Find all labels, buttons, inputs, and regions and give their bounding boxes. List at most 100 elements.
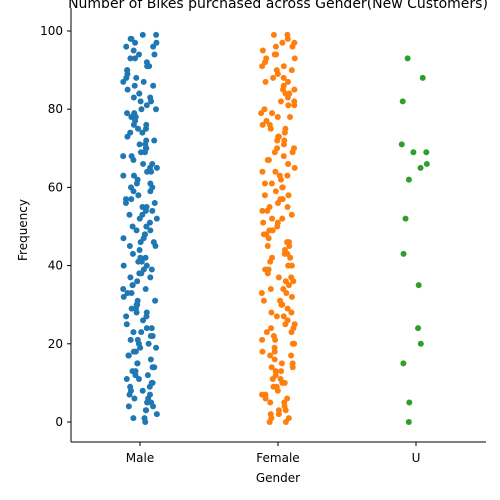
point-female bbox=[266, 121, 273, 128]
point-male bbox=[123, 321, 130, 328]
point-male bbox=[147, 356, 154, 363]
point-female bbox=[268, 180, 275, 187]
point-male bbox=[143, 262, 150, 269]
point-male bbox=[132, 368, 139, 375]
point-female bbox=[262, 391, 269, 398]
point-male bbox=[128, 196, 135, 203]
point-female bbox=[269, 110, 276, 117]
point-u bbox=[415, 282, 422, 289]
point-female bbox=[259, 121, 266, 128]
point-male bbox=[141, 415, 148, 422]
point-male bbox=[128, 305, 135, 312]
point-male bbox=[148, 266, 155, 273]
point-female bbox=[260, 219, 267, 226]
point-male bbox=[131, 110, 138, 117]
point-female bbox=[259, 207, 266, 214]
point-female bbox=[270, 31, 277, 38]
point-male bbox=[139, 387, 146, 394]
point-male bbox=[150, 82, 157, 89]
point-male bbox=[127, 129, 134, 136]
point-male bbox=[150, 43, 157, 50]
x-tick-label-female: Female bbox=[256, 451, 299, 465]
point-u bbox=[415, 325, 422, 332]
point-male bbox=[138, 106, 145, 113]
point-female bbox=[267, 286, 274, 293]
point-female bbox=[273, 67, 280, 74]
point-male bbox=[123, 375, 130, 382]
y-tick-label: 100 bbox=[40, 24, 63, 38]
point-male bbox=[151, 200, 158, 207]
point-female bbox=[280, 82, 287, 89]
point-male bbox=[124, 86, 131, 93]
point-male bbox=[140, 317, 147, 324]
point-female bbox=[266, 203, 273, 210]
point-u bbox=[404, 55, 411, 62]
point-female bbox=[261, 180, 268, 187]
point-female bbox=[264, 243, 271, 250]
point-u bbox=[400, 250, 407, 257]
point-female bbox=[271, 344, 278, 351]
point-female bbox=[285, 78, 291, 85]
point-female bbox=[287, 114, 294, 121]
point-female bbox=[274, 219, 281, 226]
point-male bbox=[149, 207, 156, 214]
point-female bbox=[260, 297, 267, 304]
y-tick-label: 20 bbox=[48, 337, 63, 351]
point-male bbox=[132, 55, 139, 62]
point-u bbox=[406, 399, 413, 406]
point-male bbox=[136, 141, 143, 148]
point-male bbox=[142, 254, 149, 261]
point-female bbox=[272, 368, 279, 375]
x-axis-label: Gender bbox=[256, 471, 300, 485]
point-female bbox=[291, 340, 298, 347]
point-female bbox=[277, 375, 284, 382]
point-male bbox=[142, 231, 149, 238]
point-female bbox=[263, 117, 270, 124]
point-male bbox=[125, 352, 132, 359]
point-male bbox=[130, 415, 137, 422]
point-female bbox=[259, 336, 266, 343]
point-female bbox=[280, 63, 287, 70]
point-u bbox=[419, 74, 426, 81]
point-female bbox=[268, 254, 275, 261]
point-male bbox=[153, 164, 160, 171]
point-female bbox=[291, 98, 298, 105]
point-male bbox=[134, 360, 141, 367]
point-male bbox=[151, 137, 158, 144]
point-female bbox=[268, 309, 275, 316]
point-female bbox=[278, 368, 285, 375]
point-u bbox=[410, 149, 417, 156]
point-male bbox=[124, 110, 131, 117]
point-male bbox=[122, 196, 129, 203]
point-female bbox=[286, 90, 293, 97]
point-female bbox=[278, 360, 285, 367]
point-male bbox=[133, 227, 140, 234]
point-male bbox=[135, 192, 142, 199]
point-female bbox=[272, 188, 279, 195]
point-female bbox=[282, 278, 289, 285]
point-female bbox=[262, 78, 269, 85]
point-female bbox=[284, 31, 291, 38]
point-female bbox=[277, 196, 284, 203]
point-female bbox=[275, 133, 282, 140]
point-male bbox=[135, 125, 142, 132]
point-male bbox=[129, 223, 136, 230]
point-male bbox=[120, 153, 127, 160]
point-female bbox=[265, 266, 272, 273]
point-female bbox=[270, 383, 277, 390]
point-male bbox=[127, 184, 134, 191]
point-male bbox=[143, 309, 150, 316]
point-female bbox=[259, 348, 266, 355]
point-female bbox=[280, 153, 287, 160]
point-male bbox=[140, 78, 147, 85]
chart-title: Number of Bikes purchased across Gender(… bbox=[68, 0, 488, 12]
point-female bbox=[274, 145, 281, 152]
point-male bbox=[149, 160, 156, 167]
y-tick-label: 40 bbox=[48, 259, 63, 273]
point-male bbox=[139, 129, 146, 136]
point-male bbox=[147, 94, 154, 101]
point-female bbox=[258, 289, 265, 296]
point-female bbox=[269, 215, 276, 222]
point-male bbox=[134, 278, 141, 285]
